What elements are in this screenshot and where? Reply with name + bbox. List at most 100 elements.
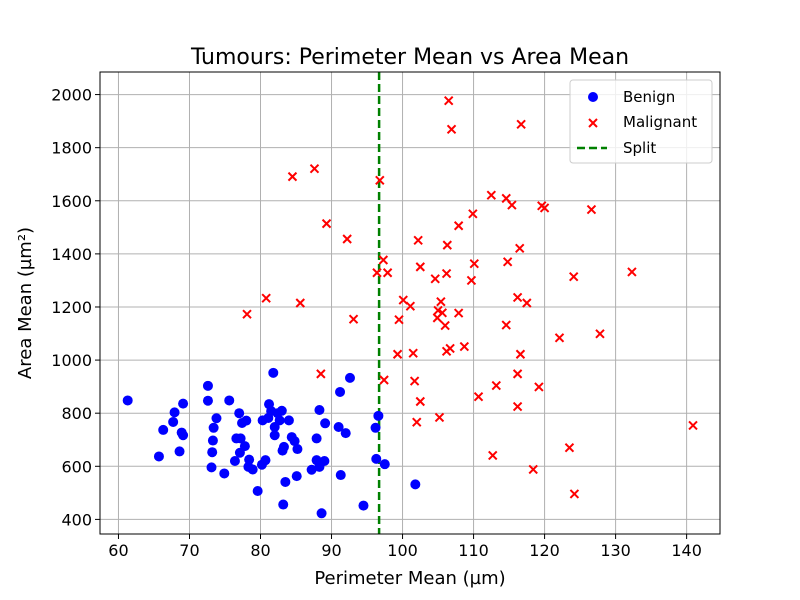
x-tick-label: 70 bbox=[179, 541, 199, 560]
malignant-point bbox=[522, 298, 532, 308]
malignant-point bbox=[554, 333, 565, 343]
benign-point bbox=[207, 435, 218, 446]
benign-point bbox=[206, 462, 217, 473]
benign-point bbox=[320, 418, 331, 429]
malignant-point bbox=[287, 171, 298, 182]
benign-point bbox=[335, 386, 346, 397]
benign-point bbox=[311, 433, 322, 444]
x-tick-label: 110 bbox=[458, 541, 489, 560]
malignant-point bbox=[440, 320, 450, 331]
malignant-point bbox=[445, 343, 455, 354]
benign-point bbox=[168, 416, 179, 427]
malignant-point bbox=[409, 376, 420, 386]
malignant-point bbox=[539, 203, 550, 213]
benign-point bbox=[252, 485, 263, 496]
benign-point bbox=[276, 405, 287, 416]
benign-point bbox=[358, 500, 369, 511]
benign-point bbox=[335, 470, 346, 481]
malignant-point bbox=[242, 309, 252, 319]
benign-point bbox=[340, 428, 351, 439]
malignant-point bbox=[502, 257, 513, 267]
benign-point bbox=[289, 436, 300, 447]
malignant-point bbox=[442, 240, 452, 250]
malignant-point bbox=[453, 308, 464, 318]
malignant-point bbox=[342, 234, 352, 244]
malignant-point bbox=[378, 255, 389, 265]
legend-benign-label: Benign bbox=[623, 88, 675, 106]
benign-point bbox=[202, 395, 213, 406]
y-tick-label: 800 bbox=[61, 404, 92, 423]
malignant-point bbox=[434, 412, 445, 423]
benign-point bbox=[344, 372, 355, 383]
benign-point bbox=[274, 415, 285, 426]
malignant-point bbox=[295, 298, 305, 308]
malignant-point bbox=[309, 163, 320, 174]
malignant-point bbox=[501, 320, 511, 330]
malignant-point bbox=[432, 313, 443, 323]
benign-point bbox=[158, 424, 169, 435]
benign-point bbox=[241, 415, 252, 426]
y-tick-label: 600 bbox=[61, 457, 92, 476]
benign-point bbox=[260, 455, 271, 466]
malignant-point bbox=[515, 243, 525, 254]
y-axis-label: Area Mean (µm²) bbox=[15, 227, 36, 379]
y-tick-label: 1200 bbox=[51, 298, 92, 317]
benign-point bbox=[208, 422, 219, 433]
benign-point bbox=[219, 468, 230, 479]
benign-point bbox=[278, 499, 289, 510]
chart-title: Tumours: Perimeter Mean vs Area Mean bbox=[190, 45, 629, 70]
malignant-point bbox=[405, 301, 416, 311]
benign-point bbox=[316, 508, 327, 519]
y-tick-label: 400 bbox=[61, 510, 92, 529]
benign-point bbox=[280, 476, 291, 487]
malignant-point bbox=[568, 272, 579, 282]
malignant-point bbox=[321, 218, 332, 229]
malignant-point bbox=[412, 417, 422, 427]
y-tick-label: 1400 bbox=[51, 245, 92, 264]
y-tick-label: 1600 bbox=[51, 192, 92, 211]
malignant-point bbox=[627, 267, 637, 277]
malignant-point bbox=[512, 292, 523, 303]
y-tick-label: 1800 bbox=[51, 139, 92, 158]
benign-point bbox=[291, 471, 302, 482]
benign-point bbox=[224, 395, 235, 406]
benign-point bbox=[292, 444, 303, 455]
malignant-point bbox=[564, 442, 575, 453]
legend-malignant-marker bbox=[588, 118, 598, 128]
benign-point bbox=[373, 410, 384, 421]
benign-point bbox=[410, 479, 421, 490]
malignant-point bbox=[453, 221, 464, 231]
malignant-point bbox=[512, 369, 523, 379]
malignant-point bbox=[515, 349, 526, 359]
malignant-point bbox=[469, 258, 479, 269]
benign-point bbox=[283, 415, 294, 426]
y-tick-label: 2000 bbox=[51, 86, 92, 105]
benign-point bbox=[370, 422, 381, 433]
benign-point bbox=[247, 464, 258, 475]
x-axis-label: Perimeter Mean (µm) bbox=[314, 568, 505, 589]
malignant-point bbox=[586, 204, 597, 215]
benign-point bbox=[333, 421, 344, 432]
benign-point bbox=[122, 395, 133, 406]
malignant-point bbox=[595, 329, 605, 339]
benign-point bbox=[244, 454, 255, 465]
malignant-point bbox=[408, 348, 418, 358]
malignant-point bbox=[394, 315, 404, 325]
malignant-point bbox=[473, 392, 484, 402]
benign-point bbox=[319, 455, 330, 466]
malignant-point bbox=[392, 349, 403, 359]
benign-point bbox=[314, 405, 325, 416]
benign-point bbox=[278, 441, 289, 452]
x-tick-label: 60 bbox=[108, 541, 128, 560]
malignant-point bbox=[516, 119, 526, 130]
malignant-point bbox=[486, 190, 497, 200]
benign-point bbox=[234, 408, 245, 419]
legend-box bbox=[569, 79, 713, 164]
legend-benign-marker bbox=[588, 92, 598, 102]
y-tick-label: 1000 bbox=[51, 351, 92, 370]
data-points bbox=[122, 95, 698, 519]
benign-point bbox=[239, 441, 250, 452]
malignant-point bbox=[441, 268, 452, 279]
malignant-point bbox=[382, 268, 393, 278]
